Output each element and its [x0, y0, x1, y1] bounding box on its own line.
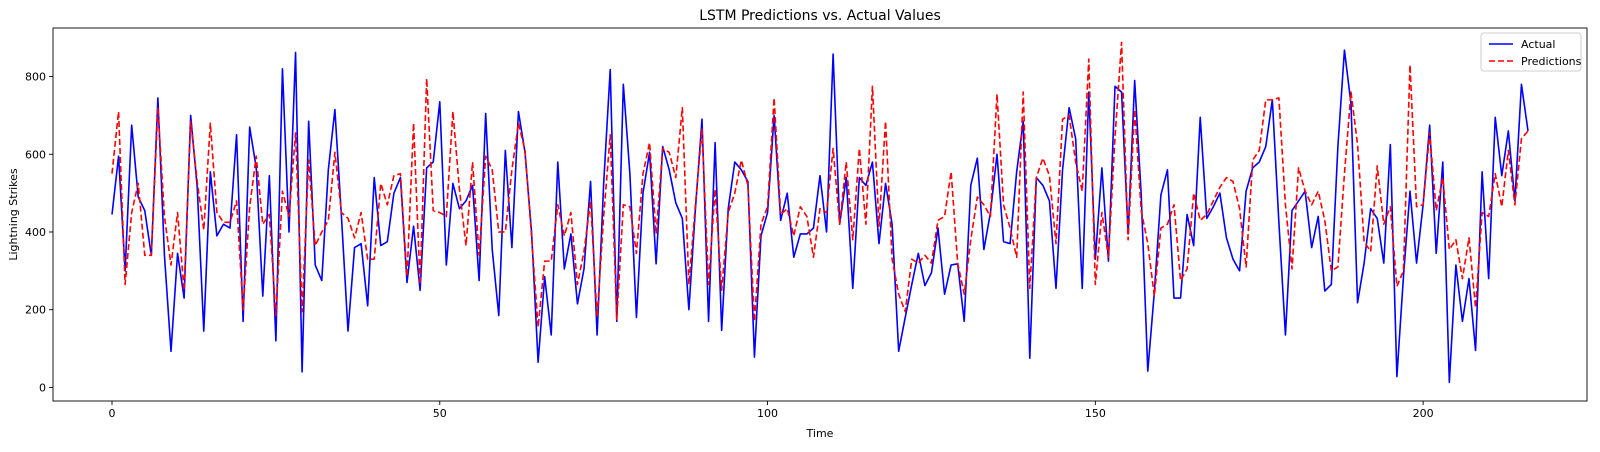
x-tick-label: 200	[1413, 407, 1434, 420]
x-tick-label: 150	[1085, 407, 1106, 420]
x-tick-label: 50	[433, 407, 447, 420]
x-axis-title: Time	[806, 427, 834, 440]
plot-area: 0 50 100 150 200 0 200 400 600 800	[25, 27, 1588, 420]
chart-title: LSTM Predictions vs. Actual Values	[699, 8, 941, 24]
series-line-actual	[111, 49, 1529, 384]
legend-label-actual: Actual	[1521, 38, 1555, 51]
x-tick-label: 100	[757, 407, 778, 420]
x-tick-label: 0	[109, 407, 116, 420]
legend: Actual Predictions	[1480, 32, 1582, 72]
axes-frame	[52, 27, 1588, 402]
y-tick-label: 200	[25, 304, 46, 317]
y-tick-label: 600	[25, 148, 46, 161]
y-axis-title: Lightning Strikes	[7, 168, 20, 261]
series-line-predictions	[111, 41, 1529, 328]
legend-label-predictions: Predictions	[1521, 55, 1582, 68]
legend-box	[1480, 32, 1582, 72]
y-tick-label: 400	[25, 226, 46, 239]
y-tick-label: 800	[25, 71, 46, 84]
y-tick-label: 0	[39, 381, 46, 394]
